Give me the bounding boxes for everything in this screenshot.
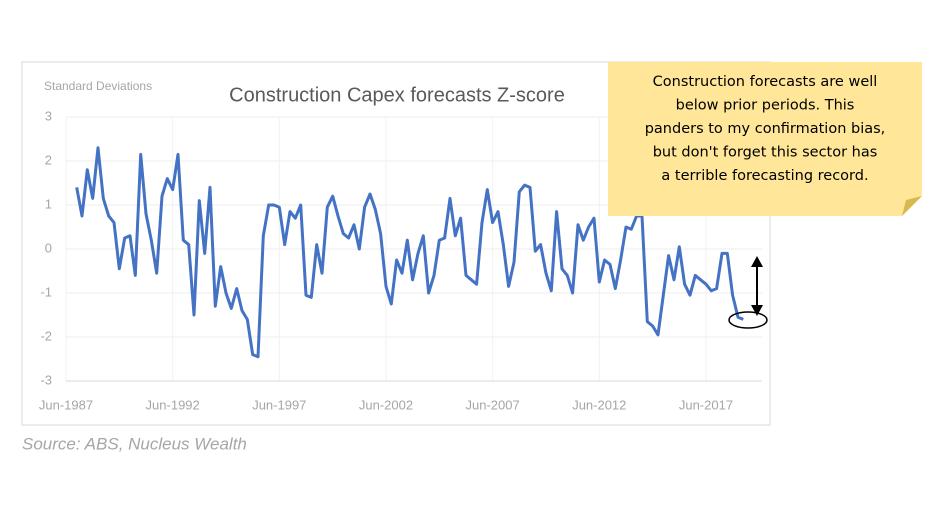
y-tick-label: -1 [40,284,52,299]
note-line: Construction forecasts are well [653,74,878,90]
x-tick-label: Jun-2012 [572,397,626,412]
plot-area: -3 -2 -1 0 1 2 3 Jun-1987 Jun-1992 Jun-1997 Jun-20… [39,108,762,412]
x-tick-label: Jun-1997 [252,397,306,412]
x-tick-label: Jun-2002 [359,397,413,412]
y-tick-label: 2 [45,152,52,167]
x-tick-label: Jun-1987 [39,397,93,412]
chart-title: Construction Capex forecasts Z-score [229,84,565,106]
x-tick-label: Jun-2017 [679,397,733,412]
note-line: a terrible forecasting record. [661,168,868,184]
source: Source: ABS, Nucleus Wealth [22,434,247,453]
data-line [75,146,744,359]
arrow-head [751,256,763,267]
y-tick-label: -3 [40,372,52,387]
annotation-ellipse [728,311,768,329]
y-axis-label: Standard Deviations [44,79,152,93]
x-tick-label: Jun-1992 [146,397,200,412]
y-tick-label: 0 [45,240,52,255]
note-line: but don't forget this sector has [653,145,878,161]
arrow-head [751,305,763,316]
x-tick-label: Jun-2007 [466,397,520,412]
y-tick-label: 1 [45,196,52,211]
note-fold [902,196,922,216]
y-tick-label: -2 [40,328,52,343]
y-tick-label: 3 [45,108,52,123]
sticky-note [608,62,922,216]
note-line: panders to my confirmation bias, [645,121,886,137]
note-text: Construction forecasts are well below pri… [645,74,886,184]
note-line: below prior periods. This [676,98,855,114]
